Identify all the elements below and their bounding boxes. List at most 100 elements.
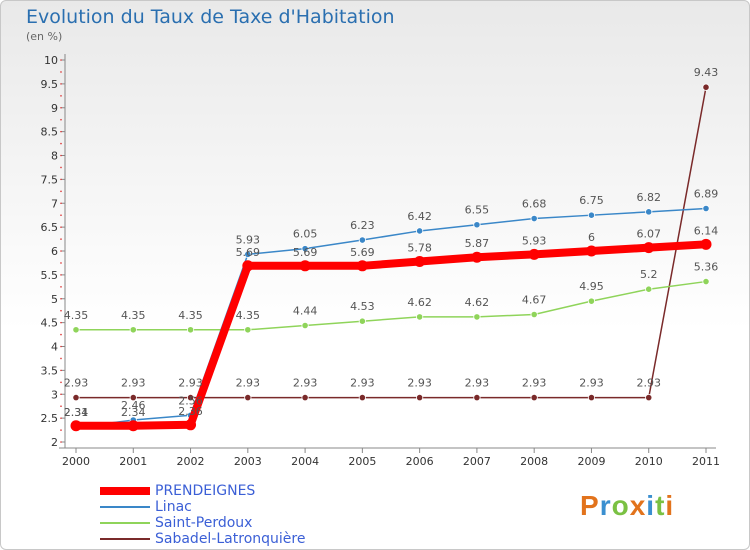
y-tick-label: 7 bbox=[51, 197, 58, 210]
data-point bbox=[70, 420, 82, 432]
x-tick-label: 2002 bbox=[177, 455, 205, 468]
data-point bbox=[72, 393, 80, 402]
data-label: 6.75 bbox=[579, 194, 604, 207]
data-point bbox=[702, 277, 710, 286]
data-label: 4.35 bbox=[121, 309, 146, 322]
data-point bbox=[414, 256, 426, 268]
data-label: 2.93 bbox=[236, 377, 261, 390]
data-point bbox=[72, 326, 80, 334]
series-line-0 bbox=[72, 240, 710, 430]
y-minor-tick bbox=[60, 333, 62, 336]
y-tick-label: 2.5 bbox=[41, 412, 59, 425]
y-tick-label: 3.5 bbox=[41, 364, 59, 377]
x-tick-label: 2000 bbox=[62, 455, 90, 468]
y-minor-tick bbox=[60, 118, 62, 121]
data-label: 5.93 bbox=[236, 233, 261, 246]
y-minor-tick bbox=[60, 202, 62, 205]
data-label: 5.93 bbox=[522, 234, 547, 247]
data-label: 6.68 bbox=[522, 198, 547, 211]
x-tick-label: 2007 bbox=[463, 455, 491, 468]
legend-label: PRENDEIGNES bbox=[155, 483, 256, 499]
data-label: 4.67 bbox=[522, 294, 547, 307]
data-label: 4.62 bbox=[465, 296, 490, 309]
y-minor-tick bbox=[60, 381, 62, 384]
data-label: 2.93 bbox=[465, 377, 490, 390]
y-tick-label: 3 bbox=[51, 388, 58, 401]
y-minor-tick bbox=[60, 59, 62, 61]
data-point bbox=[473, 221, 481, 229]
series-line-1 bbox=[75, 207, 707, 428]
data-point bbox=[416, 393, 424, 402]
y-minor-tick bbox=[60, 357, 62, 360]
y-minor-tick bbox=[60, 345, 62, 348]
y-minor-tick bbox=[60, 142, 62, 145]
y-minor-tick bbox=[60, 95, 62, 97]
data-label: 6.42 bbox=[407, 210, 432, 223]
data-label: 4.35 bbox=[236, 309, 261, 322]
y-tick-label: 8.5 bbox=[41, 126, 59, 139]
y-minor-tick bbox=[60, 106, 62, 109]
legend-label: Saint-Perdoux bbox=[155, 515, 253, 531]
data-label: 4.44 bbox=[293, 304, 318, 317]
data-label: 2.93 bbox=[407, 377, 432, 390]
data-label: 5.87 bbox=[465, 237, 490, 250]
data-point bbox=[702, 83, 710, 91]
data-label: 2.36 bbox=[178, 405, 203, 418]
data-label: 2.56 bbox=[178, 394, 203, 407]
data-label: 6.89 bbox=[694, 188, 719, 201]
data-label: 6.14 bbox=[694, 224, 719, 237]
data-point bbox=[585, 245, 597, 257]
y-minor-tick bbox=[60, 238, 62, 240]
y-minor-tick bbox=[60, 274, 62, 276]
data-point bbox=[416, 227, 424, 235]
data-point bbox=[244, 326, 252, 334]
data-point bbox=[299, 260, 311, 272]
y-minor-tick bbox=[60, 286, 62, 288]
data-label: 2.93 bbox=[121, 377, 146, 390]
data-label: 2.93 bbox=[579, 377, 604, 390]
y-tick-label: 4 bbox=[51, 341, 58, 354]
data-point bbox=[186, 326, 195, 334]
data-label: 2.93 bbox=[522, 377, 547, 390]
y-minor-tick bbox=[60, 417, 62, 419]
y-minor-tick bbox=[60, 214, 62, 216]
data-point bbox=[244, 250, 252, 258]
legend-label: Sabadel-Latronquière bbox=[155, 531, 306, 547]
data-label: 2.46 bbox=[121, 399, 146, 412]
x-tick-label: 2008 bbox=[520, 455, 548, 468]
data-point bbox=[702, 204, 710, 213]
data-label: 5.69 bbox=[236, 246, 261, 259]
chart-subtitle: (en %) bbox=[26, 30, 63, 43]
y-minor-tick bbox=[60, 190, 62, 193]
data-point bbox=[643, 242, 655, 254]
data-label: 9.43 bbox=[694, 66, 719, 79]
y-tick-label: 6.5 bbox=[41, 221, 59, 234]
data-point bbox=[587, 393, 596, 402]
y-minor-tick bbox=[60, 441, 62, 443]
proxiti-logo: Proxiti bbox=[580, 490, 675, 521]
y-minor-tick bbox=[60, 166, 62, 169]
chart-title: Evolution du Taux de Taxe d'Habitation bbox=[26, 6, 395, 28]
y-minor-tick bbox=[60, 309, 62, 312]
y-tick-label: 5.5 bbox=[41, 269, 59, 282]
y-minor-tick bbox=[60, 393, 62, 396]
data-point bbox=[645, 208, 653, 216]
data-label: 6 bbox=[588, 231, 595, 244]
data-label: 5.78 bbox=[407, 242, 432, 255]
data-label: 6.23 bbox=[350, 219, 375, 232]
legend-swatch bbox=[100, 487, 150, 495]
data-label: 4.62 bbox=[407, 296, 432, 309]
data-label: 2.31 bbox=[64, 406, 89, 419]
data-point bbox=[185, 419, 197, 431]
data-point bbox=[645, 285, 653, 293]
data-label: 4.53 bbox=[350, 300, 375, 313]
data-point bbox=[587, 297, 596, 305]
y-minor-tick bbox=[60, 405, 62, 407]
data-label: 2.93 bbox=[64, 377, 89, 390]
data-point bbox=[358, 393, 366, 402]
y-tick-label: 5 bbox=[51, 293, 58, 306]
data-point bbox=[129, 326, 137, 334]
y-minor-tick bbox=[60, 250, 62, 252]
y-tick-label: 8 bbox=[51, 150, 58, 163]
